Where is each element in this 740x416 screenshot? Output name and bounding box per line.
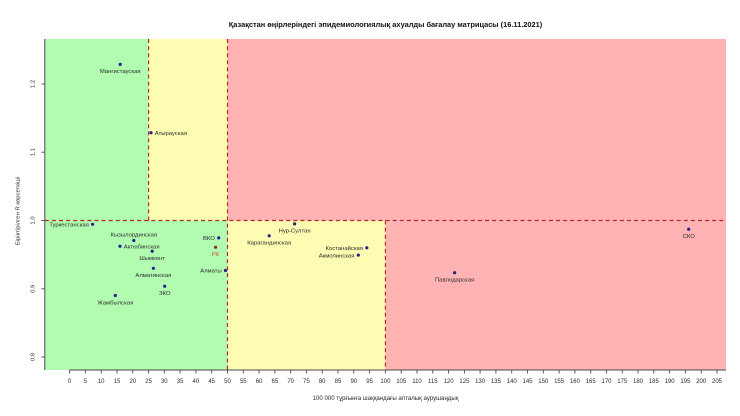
svg-text:100 000 тұрғынға шаққандағы ап: 100 000 тұрғынға шаққандағы апталық ауру…: [313, 395, 459, 402]
svg-text:170: 170: [601, 379, 612, 385]
svg-text:СКО: СКО: [683, 234, 696, 240]
svg-text:105: 105: [396, 379, 407, 385]
svg-text:5: 5: [84, 379, 88, 385]
svg-text:195: 195: [680, 379, 691, 385]
svg-text:0: 0: [68, 379, 72, 385]
svg-text:150: 150: [538, 379, 549, 385]
svg-text:10: 10: [98, 379, 105, 385]
svg-text:125: 125: [459, 379, 470, 385]
svg-text:80: 80: [319, 379, 326, 385]
svg-text:75: 75: [303, 379, 310, 385]
svg-text:145: 145: [522, 379, 533, 385]
svg-text:95: 95: [366, 379, 373, 385]
svg-text:Акмолинская: Акмолинская: [319, 253, 355, 259]
svg-text:Қазақстан өңірлеріндегі эпидем: Қазақстан өңірлеріндегі эпидемиологиялық…: [229, 20, 543, 29]
svg-text:155: 155: [554, 379, 565, 385]
svg-text:ВКО: ВКО: [203, 236, 215, 242]
svg-text:РК: РК: [212, 252, 220, 258]
svg-text:Шымкент: Шымкент: [139, 256, 165, 262]
svg-text:110: 110: [412, 379, 422, 385]
svg-text:60: 60: [256, 379, 263, 385]
svg-text:Алматинская: Алматинская: [135, 273, 171, 279]
svg-text:Нур-Султан: Нур-Султан: [279, 229, 311, 235]
svg-text:1.0: 1.0: [31, 216, 37, 225]
svg-text:90: 90: [350, 379, 357, 385]
svg-text:130: 130: [475, 379, 486, 385]
svg-text:200: 200: [696, 379, 707, 385]
svg-text:Алматы: Алматы: [200, 269, 222, 275]
svg-text:165: 165: [586, 379, 597, 385]
svg-text:45: 45: [208, 379, 215, 385]
svg-text:Актюбинская: Актюбинская: [124, 244, 160, 250]
svg-text:160: 160: [570, 379, 581, 385]
svg-text:70: 70: [287, 379, 294, 385]
svg-text:40: 40: [193, 379, 200, 385]
svg-text:Біріктірілген R көрсеткіші: Біріктірілген R көрсеткіші: [16, 177, 22, 245]
svg-text:0.8: 0.8: [31, 352, 37, 361]
svg-text:Атырауская: Атырауская: [155, 131, 187, 137]
svg-text:20: 20: [129, 379, 136, 385]
svg-text:Павлодарская: Павлодарская: [435, 278, 474, 284]
svg-text:Карагандинская: Карагандинская: [247, 241, 291, 247]
svg-text:85: 85: [335, 379, 342, 385]
svg-text:15: 15: [114, 379, 121, 385]
svg-text:50: 50: [224, 379, 231, 385]
svg-text:135: 135: [491, 379, 502, 385]
svg-text:175: 175: [617, 379, 628, 385]
svg-text:180: 180: [633, 379, 644, 385]
svg-text:205: 205: [712, 379, 723, 385]
svg-text:185: 185: [649, 379, 660, 385]
svg-text:115: 115: [428, 379, 438, 385]
svg-text:55: 55: [240, 379, 247, 385]
svg-text:25: 25: [145, 379, 152, 385]
svg-text:1.2: 1.2: [31, 80, 37, 88]
svg-text:Мангистауская: Мангистауская: [100, 69, 141, 75]
svg-text:65: 65: [272, 379, 279, 385]
svg-text:120: 120: [444, 379, 455, 385]
svg-text:ЗКО: ЗКО: [159, 291, 171, 297]
svg-text:1.1: 1.1: [31, 148, 37, 156]
svg-text:Кызылординская: Кызылординская: [110, 233, 157, 239]
svg-text:Костанайская: Костанайская: [326, 245, 364, 252]
svg-text:140: 140: [507, 379, 518, 385]
svg-text:30: 30: [161, 379, 168, 385]
svg-text:Жамбылская: Жамбылская: [97, 300, 133, 306]
svg-text:0.9: 0.9: [31, 285, 37, 293]
svg-text:190: 190: [665, 379, 676, 385]
svg-text:Туркестанская: Туркестанская: [49, 223, 89, 229]
svg-text:100: 100: [380, 379, 391, 385]
svg-text:35: 35: [177, 379, 184, 385]
